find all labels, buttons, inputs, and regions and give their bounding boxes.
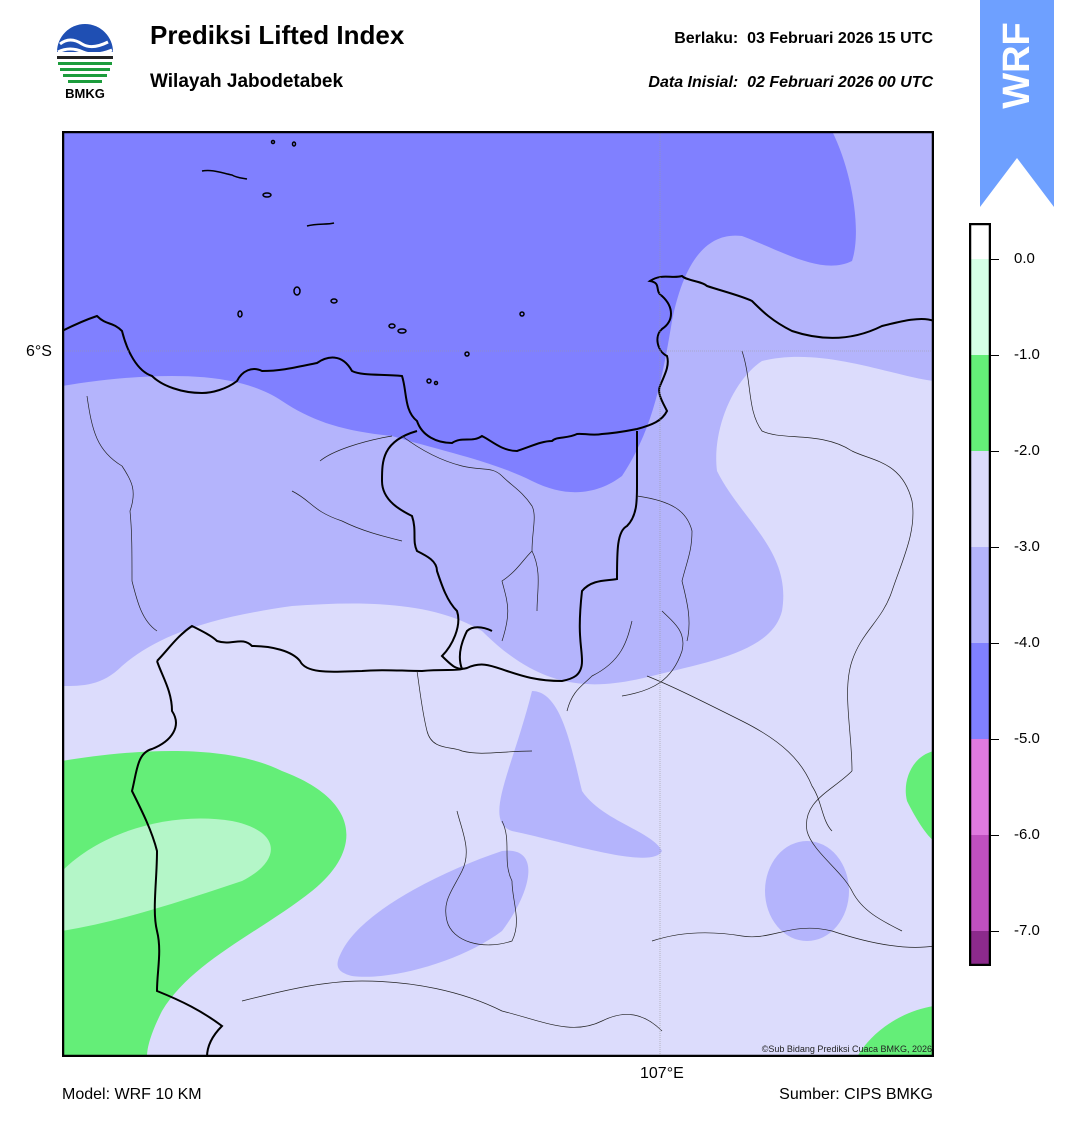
field-minus-3-4-sw: [337, 850, 529, 977]
cbar-segment-3: [969, 547, 991, 643]
init-value: 02 Februari 2026 00 UTC: [747, 74, 933, 91]
province-border-west: [156, 624, 493, 673]
model-label: Model: WRF 10 KM: [62, 1086, 202, 1103]
lon-label: 107°E: [640, 1065, 684, 1082]
cbar-tick: [991, 739, 999, 740]
cbar-segment-6: [969, 835, 991, 931]
cbar-segment-top: [969, 223, 991, 259]
cbar-segment-7: [969, 931, 991, 966]
cbar-tick-label: -2.0: [1014, 442, 1040, 459]
cbar-tick-label: -4.0: [1014, 634, 1040, 651]
source-label: Sumber: CIPS BMKG: [779, 1086, 933, 1103]
cbar-tick-label: -6.0: [1014, 826, 1040, 843]
logo-text: BMKG: [65, 86, 105, 101]
cbar-segment-5: [969, 739, 991, 835]
cbar-segment-1: [969, 355, 991, 451]
wrf-badge-icon: [980, 0, 1054, 207]
colorbar: [969, 223, 991, 966]
field-minus-3-4-tongue: [499, 691, 662, 858]
cbar-tick: [991, 643, 999, 644]
lifted-index-map: [62, 131, 934, 1057]
page-subtitle: Wilayah Jabodetabek: [150, 71, 344, 92]
valid-label: Berlaku:: [674, 30, 739, 47]
province-border: [380, 430, 638, 683]
wrf-badge-text: WRF: [995, 21, 1038, 109]
cbar-segment-4: [969, 643, 991, 739]
field-minus-4-5: [62, 131, 856, 493]
map-border: [62, 131, 934, 1057]
cbar-segment-2: [969, 451, 991, 547]
field-minus-1-2-sw: [62, 751, 347, 1057]
cbar-tick-label: 0.0: [1014, 250, 1035, 267]
field-minus-1-2-e: [905, 751, 934, 841]
field-0-1-sw: [62, 818, 271, 931]
cbar-tick: [991, 931, 999, 932]
valid-time: Berlaku: 03 Februari 2026 15 UTC: [674, 30, 933, 48]
cbar-tick: [991, 451, 999, 452]
valid-value: 03 Februari 2026 15 UTC: [747, 30, 933, 47]
cbar-tick: [991, 259, 999, 260]
cbar-tick: [991, 355, 999, 356]
init-time: Data Inisial: 02 Februari 2026 00 UTC: [648, 74, 933, 92]
cbar-tick: [991, 835, 999, 836]
coastline: [62, 274, 934, 453]
cbar-segment-0: [969, 259, 991, 355]
islands: [201, 139, 525, 386]
province-border-south: [130, 660, 224, 1057]
copyright-text: ©Sub Bidang Prediksi Cuaca BMKG, 2026: [761, 1044, 932, 1054]
lat-label: 6°S: [26, 343, 52, 360]
init-label: Data Inisial:: [648, 74, 739, 91]
field-minus-3-4-east: [765, 841, 849, 941]
cbar-tick-label: -5.0: [1014, 730, 1040, 747]
regency-borders: [86, 350, 934, 1032]
page-title: Prediksi Lifted Index: [150, 20, 405, 50]
field-minus-1-2-se: [857, 1006, 934, 1057]
cbar-tick: [991, 547, 999, 548]
cbar-tick-label: -1.0: [1014, 346, 1040, 363]
cbar-tick-label: -3.0: [1014, 538, 1040, 555]
cbar-tick-label: -7.0: [1014, 922, 1040, 939]
bmkg-logo-icon: [55, 24, 115, 85]
